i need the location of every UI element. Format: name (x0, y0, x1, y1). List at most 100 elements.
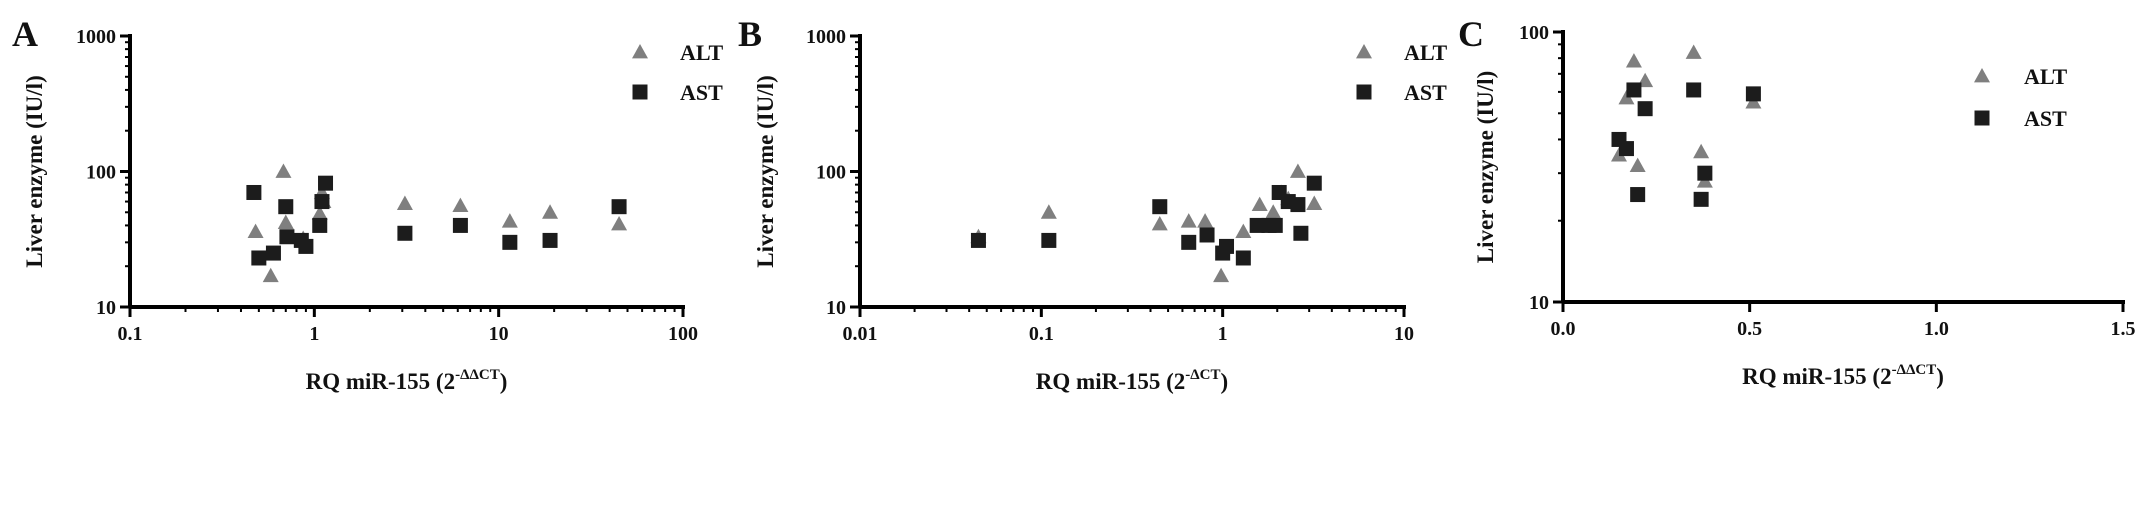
y-tick-label: 10 (826, 297, 846, 319)
x-axis-title-end: ) (500, 369, 508, 394)
data-point-alt (1685, 44, 1702, 59)
data-point-ast (1637, 101, 1653, 117)
data-point-alt (277, 214, 294, 229)
panel-letter: C (1458, 14, 1484, 54)
legend-marker-ast (1356, 84, 1372, 100)
data-point-ast (1697, 165, 1713, 181)
data-point-ast (1686, 82, 1702, 98)
data-point-alt (1197, 213, 1214, 228)
data-point-alt (1265, 204, 1282, 219)
legend-label-ast: AST (2024, 106, 2067, 131)
series-alt (1611, 44, 1762, 188)
data-point-ast (1290, 197, 1306, 213)
legend-label-alt: ALT (680, 40, 724, 65)
panel-letter: B (738, 14, 762, 54)
data-point-ast (314, 194, 330, 210)
x-axis-title-end: ) (1936, 364, 1944, 389)
data-point-alt (247, 223, 264, 239)
data-point-ast (397, 225, 413, 241)
data-point-ast (1630, 187, 1646, 203)
data-point-alt (542, 204, 559, 219)
x-axis-title-end: ) (1221, 369, 1229, 394)
data-point-ast (1267, 217, 1283, 233)
data-point-ast (1219, 238, 1235, 254)
y-tick-label: 100 (1519, 22, 1549, 44)
x-tick-label: 1 (309, 323, 319, 345)
x-tick-label: 0.5 (1737, 318, 1762, 340)
series-ast (246, 175, 627, 266)
x-axis-title-main: RQ miR-155 (2 (306, 369, 455, 394)
data-point-ast (452, 217, 468, 233)
data-point-ast (246, 184, 262, 200)
data-point-ast (1293, 225, 1309, 241)
x-tick-label: 10 (489, 323, 509, 345)
x-axis-title-superscript: -ΔΔCT (1892, 362, 1937, 378)
data-point-alt (1693, 143, 1710, 159)
data-point-alt (1625, 53, 1642, 68)
y-axis-title: Liver enzyme (IU/l) (22, 75, 47, 267)
x-tick-label: 1 (1218, 323, 1228, 345)
data-point-alt (275, 163, 292, 178)
x-axis-title-main: RQ miR-155 (2 (1036, 369, 1185, 394)
legend-label-alt: ALT (1404, 40, 1448, 65)
panel-letter: A (12, 14, 38, 54)
data-point-ast (1041, 232, 1057, 248)
data-point-alt (1235, 223, 1252, 239)
data-point-ast (611, 199, 627, 215)
data-point-ast (1626, 82, 1642, 98)
panel-b: B 10 100 1000 0.01 0.1 1 10 Liver enzyme (IU/l) R… (738, 14, 1448, 394)
x-axis-title: RQ miR-155 (2-ΔCT) (1036, 367, 1228, 394)
legend: ALT AST (632, 40, 724, 105)
panel-a: A 10 100 1000 0.1 1 10 100 Liver enzyme (IU/l) RQ… (12, 14, 724, 394)
data-point-ast (1152, 199, 1168, 215)
series-ast (970, 175, 1322, 266)
data-point-alt (1629, 157, 1646, 173)
series-ast (1611, 82, 1761, 207)
x-tick-label: 100 (668, 323, 698, 345)
legend-marker-ast (632, 84, 648, 100)
data-point-ast (278, 199, 294, 215)
data-point-ast (1306, 175, 1322, 191)
legend-marker-alt (1356, 44, 1372, 59)
y-tick-label: 1000 (806, 26, 846, 48)
x-tick-label: 1.0 (1924, 318, 1949, 340)
data-point-alt (1151, 215, 1168, 231)
legend-marker-alt (632, 44, 648, 59)
data-point-ast (1199, 227, 1215, 243)
data-point-ast (1618, 141, 1634, 157)
data-point-ast (279, 229, 295, 245)
x-axis-title: RQ miR-155 (2-ΔΔCT) (306, 367, 508, 394)
x-axis-title-superscript: -ΔΔCT (455, 367, 500, 383)
data-point-alt (262, 267, 279, 283)
data-point-ast (1745, 86, 1761, 102)
data-point-alt (1306, 195, 1323, 210)
data-point-ast (251, 250, 267, 266)
data-point-alt (611, 215, 628, 231)
y-axis-title: Liver enzyme (IU/l) (1473, 71, 1498, 263)
legend: ALT AST (1356, 40, 1448, 105)
legend: ALT AST (1974, 64, 2068, 131)
x-tick-label: 0.01 (843, 323, 878, 345)
panel-c: C 10 100 0.0 0.5 1.0 1.5 Liver enzyme (IU/l) RQ … (1458, 14, 2136, 389)
legend-label-ast: AST (680, 80, 723, 105)
y-axis-title: Liver enzyme (IU/l) (753, 75, 778, 267)
data-point-ast (265, 245, 281, 261)
x-tick-label: 1.5 (2111, 318, 2136, 340)
x-axis-title-superscript: -ΔCT (1185, 367, 1220, 383)
data-point-alt (452, 197, 469, 213)
data-point-alt (1180, 213, 1197, 228)
y-tick-label: 1000 (76, 26, 116, 48)
data-point-alt (1213, 267, 1230, 283)
x-tick-label: 0.1 (1029, 323, 1054, 345)
x-axis-title-main: RQ miR-155 (2 (1742, 364, 1891, 389)
y-tick-label: 100 (816, 162, 846, 184)
data-point-ast (298, 238, 314, 254)
legend-marker-ast (1974, 110, 1990, 126)
data-point-ast (542, 232, 558, 248)
x-tick-label: 10 (1394, 323, 1414, 345)
legend-marker-alt (1974, 68, 1990, 83)
data-point-ast (1181, 234, 1197, 250)
data-point-ast (1235, 250, 1251, 266)
